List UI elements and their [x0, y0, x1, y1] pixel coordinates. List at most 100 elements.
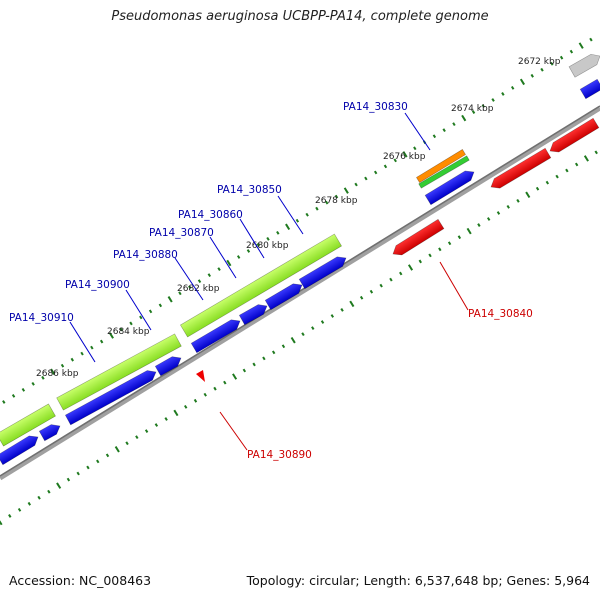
tick-mark	[383, 164, 388, 169]
tick-mark	[364, 176, 368, 181]
tick-mark	[236, 255, 241, 259]
tick-mark	[11, 394, 16, 398]
gene-label: PA14_30910	[9, 312, 74, 324]
tick-mark	[154, 423, 159, 427]
tick-mark	[217, 267, 221, 271]
forward-gene-shape	[424, 170, 475, 206]
tick-mark	[262, 356, 266, 361]
cds-bar	[418, 155, 470, 189]
leader-line	[439, 261, 469, 311]
tick-mark	[76, 471, 80, 476]
tick-mark	[438, 247, 442, 252]
tick-mark	[506, 205, 510, 209]
tick-mark	[559, 55, 564, 60]
forward-gene	[238, 304, 268, 326]
tick-mark	[530, 73, 534, 78]
cds-bar	[180, 233, 342, 338]
tick-mark	[399, 271, 403, 276]
tick-mark	[31, 381, 35, 386]
tick-mark	[311, 326, 315, 330]
tick-mark	[373, 170, 378, 175]
tick-mark	[207, 273, 211, 278]
forward-gene	[264, 283, 303, 311]
kbp-label: 2686 kbp	[36, 369, 79, 379]
tick-mark	[305, 212, 309, 217]
tick-mark	[457, 235, 462, 240]
forward-gene-shape	[579, 78, 600, 100]
outer-tick-ring	[2, 37, 593, 404]
tick-mark	[428, 253, 432, 258]
grey-feature	[568, 53, 600, 78]
tick-mark	[565, 168, 569, 173]
tick-mark	[407, 264, 414, 271]
tick-mark	[37, 495, 41, 500]
topology-text: Topology: circular; Length: 6,537,648 bp…	[246, 573, 590, 588]
forward-gene-shape	[64, 370, 157, 426]
reverse-gene	[392, 218, 445, 256]
tick-mark	[213, 386, 217, 391]
tick-mark	[379, 283, 383, 288]
genome-backbone	[0, 105, 600, 481]
tick-mark	[60, 363, 65, 368]
leader-line	[219, 411, 248, 451]
tick-mark	[466, 227, 472, 235]
reverse-gene	[549, 117, 600, 153]
forward-gene-shape	[38, 424, 61, 442]
tick-mark	[41, 375, 45, 380]
tick-mark	[545, 180, 550, 185]
tick-mark	[266, 237, 270, 241]
kbp-label: 2674 kbp	[451, 104, 494, 114]
leader-line	[209, 236, 237, 279]
forward-gene	[190, 319, 241, 354]
tick-mark	[17, 507, 22, 512]
tick-mark	[295, 218, 300, 223]
tick-mark	[167, 296, 173, 303]
tick-mark	[242, 368, 247, 373]
tick-mark	[516, 198, 520, 203]
tick-mark	[369, 289, 374, 294]
tick-mark	[325, 200, 329, 205]
leader-line	[125, 289, 152, 331]
tick-mark	[139, 315, 143, 320]
tick-mark	[330, 314, 335, 318]
cds-bar	[56, 333, 182, 411]
kbp-label: 2672 kbp	[518, 57, 561, 67]
tick-mark	[90, 345, 94, 350]
tick-mark	[389, 277, 393, 282]
forward-gene	[579, 78, 600, 100]
gene-label: PA14_30850	[217, 184, 282, 196]
tick-mark	[402, 151, 408, 158]
kbp-label: 2676 kbp	[383, 152, 426, 162]
tick-mark	[184, 404, 188, 409]
tick-mark	[114, 446, 120, 453]
forward-gene	[38, 424, 61, 442]
gene-label: PA14_30870	[149, 227, 214, 239]
tick-mark	[442, 128, 446, 133]
forward-gene	[64, 370, 157, 426]
genome-backbone-edge	[0, 105, 600, 477]
tick-mark	[285, 223, 291, 231]
tick-mark	[491, 98, 495, 102]
kbp-label: 2678 kbp	[315, 196, 358, 206]
leader-line	[69, 321, 96, 363]
kbp-label: 2684 kbp	[107, 327, 150, 337]
forward-gene-shape	[190, 319, 241, 354]
tick-mark	[447, 241, 452, 246]
tick-mark	[8, 514, 12, 518]
tick-mark	[418, 259, 422, 264]
gene-label: PA14_30880	[113, 249, 178, 261]
tick-mark	[99, 339, 104, 344]
forward-gene-shape	[264, 283, 303, 311]
tick-mark	[125, 441, 129, 446]
tick-mark	[96, 459, 100, 464]
tick-mark	[432, 134, 437, 139]
tick-mark	[276, 230, 280, 235]
tick-mark	[510, 86, 515, 90]
inner-tick-ring	[0, 150, 598, 526]
reverse-gene-shape	[490, 147, 552, 189]
tick-mark	[535, 186, 540, 191]
tick-mark	[540, 67, 544, 72]
tick-mark	[354, 182, 358, 187]
tick-mark	[393, 158, 397, 163]
tick-mark	[413, 146, 417, 151]
